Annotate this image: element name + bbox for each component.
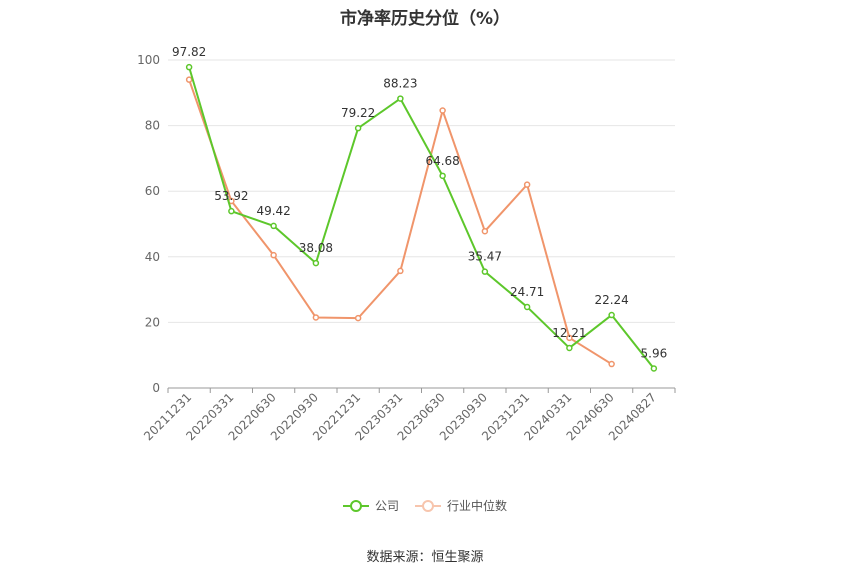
data-point-company <box>354 124 362 132</box>
y-axis: 0 20 40 60 80 100 <box>137 53 160 395</box>
series-line-industry-median <box>188 79 613 365</box>
data-label: 12.21 <box>552 326 586 340</box>
data-point-company <box>481 268 489 275</box>
data-source: 数据来源：恒生聚源 <box>366 550 484 565</box>
data-label: 22.24 <box>594 293 628 307</box>
legend: 公司 行业中位数 <box>0 497 850 514</box>
data-point-industry-median <box>185 76 193 83</box>
data-point-industry-median <box>566 334 573 342</box>
data-point-industry-median <box>523 181 531 188</box>
data-label: 49.42 <box>256 204 290 218</box>
data-point-company <box>312 259 320 267</box>
legend-item-industry-median[interactable]: 行业中位数 <box>415 497 507 514</box>
legend-swatch-industry-median <box>415 499 441 513</box>
y-tick-label: 100 <box>137 53 160 67</box>
series-line-company <box>188 66 655 370</box>
y-tick-label: 80 <box>145 119 160 133</box>
data-label: 97.82 <box>172 45 206 59</box>
data-point-company <box>270 222 277 230</box>
data-point-company <box>523 303 531 311</box>
data-point-company <box>650 365 658 372</box>
y-tick-label: 20 <box>145 315 160 329</box>
data-label: 79.22 <box>341 106 375 120</box>
data-point-company <box>566 344 573 352</box>
x-axis: 2021123120220331202206302022093020221231… <box>141 387 676 443</box>
data-point-company <box>397 95 404 102</box>
data-label: 53.92 <box>214 189 248 203</box>
data-point-company <box>608 311 615 319</box>
data-label: 38.08 <box>299 241 333 255</box>
series-layer <box>185 63 658 372</box>
data-label: 24.71 <box>510 285 544 299</box>
data-label: 64.68 <box>425 154 459 168</box>
data-point-industry-median <box>608 360 615 368</box>
data-point-company <box>439 172 446 180</box>
data-point-company <box>228 207 235 215</box>
legend-swatch-company <box>342 499 369 513</box>
data-label: 35.47 <box>468 250 502 264</box>
data-point-industry-median <box>439 107 446 114</box>
data-point-industry-median <box>397 267 404 275</box>
data-label: 88.23 <box>383 77 417 91</box>
y-tick-label: 40 <box>145 250 160 264</box>
y-tick-label: 60 <box>145 184 160 198</box>
legend-label-industry-median: 行业中位数 <box>447 499 508 513</box>
legend-label-company: 公司 <box>374 499 399 513</box>
data-point-industry-median <box>312 314 320 321</box>
data-label: 5.96 <box>641 346 668 360</box>
legend-item-company[interactable]: 公司 <box>342 497 399 514</box>
y-tick-label: 0 <box>152 381 160 395</box>
chart-title: 市净率历史分位（%） <box>339 9 511 29</box>
line-chart: 0 20 40 60 80 100 202112312022033120220630202… <box>137 45 676 443</box>
data-point-company <box>185 63 193 71</box>
data-point-industry-median <box>354 314 362 322</box>
data-point-industry-median <box>481 227 489 235</box>
data-labels: 97.82 53.92 49.42 38.08 79.22 88.23 64.68 35.47… <box>172 45 667 360</box>
data-point-industry-median <box>270 251 277 259</box>
